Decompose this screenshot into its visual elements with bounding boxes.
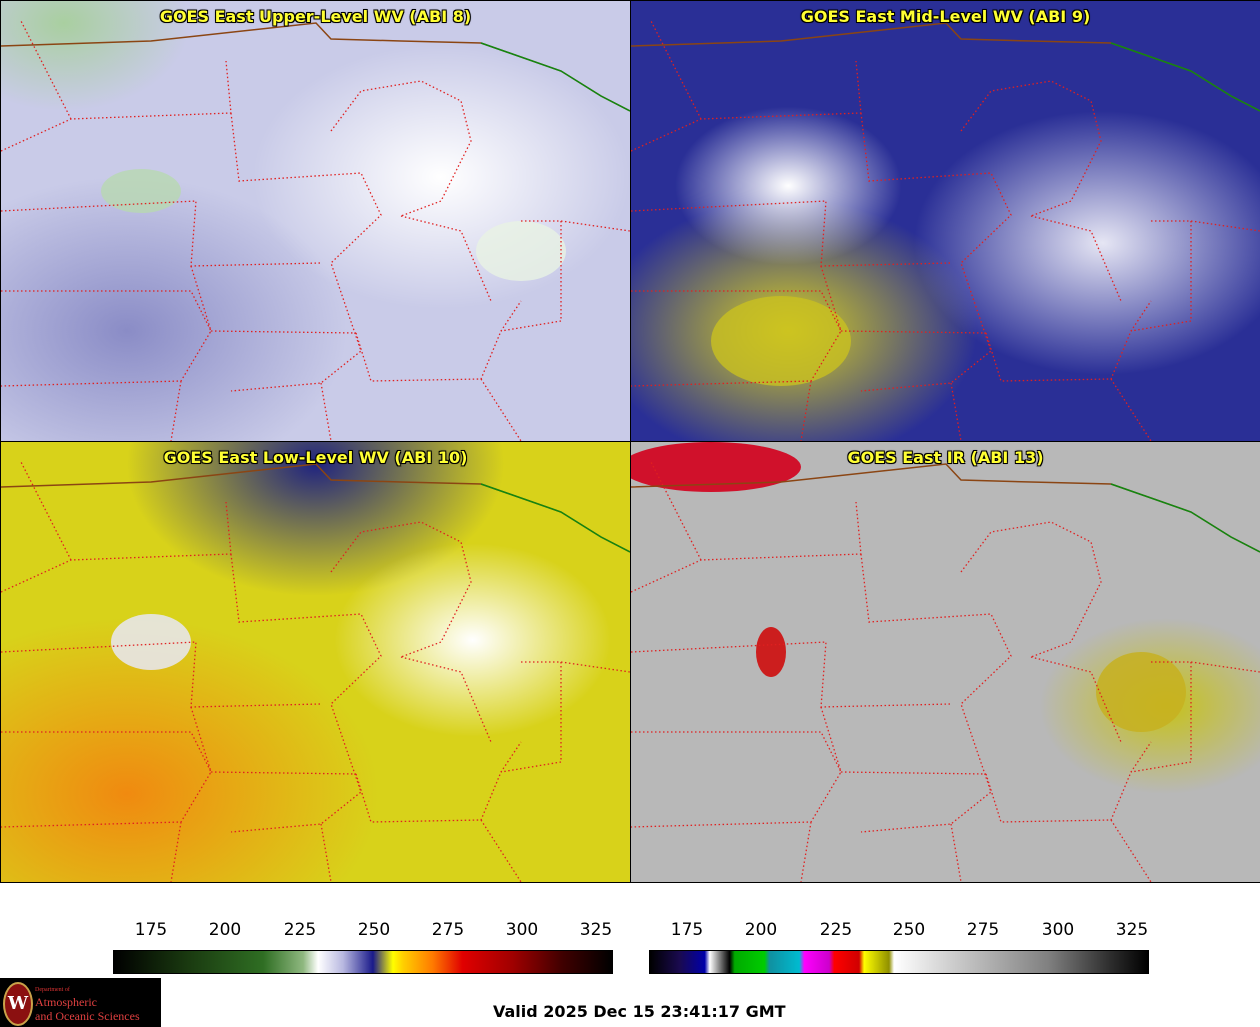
ir-colorbar (649, 950, 1149, 974)
upper-level-wv-image (1, 1, 630, 441)
ir-tick-label: 175 (670, 920, 704, 940)
coastline (1110, 483, 1260, 553)
wv-tick-label: 225 (283, 920, 317, 940)
state-border-line (1, 501, 382, 833)
ir-tick-label: 200 (744, 920, 778, 940)
wv-tick-label: 325 (579, 920, 613, 940)
ir-tick-label: 275 (966, 920, 1000, 940)
coastline (480, 42, 630, 112)
logo-dept-text: Department of (35, 987, 70, 993)
panel-title: GOES East Mid-Level WV (ABI 9) (800, 7, 1091, 26)
logo-line2: and Oceanic Sciences (35, 1009, 140, 1023)
ir-tick-label: 225 (819, 920, 853, 940)
state-border-line (631, 60, 1012, 392)
panel-title: GOES East Low-Level WV (ABI 10) (163, 448, 468, 467)
state-border-line (631, 461, 952, 828)
coastline (1110, 42, 1260, 112)
wv-tick-label: 250 (357, 920, 391, 940)
wv-colorbar-ticks: 175 200 225 250 275 300 325 (113, 920, 612, 980)
panel-ir: GOES East IR (ABI 13) (630, 441, 1260, 883)
valid-timestamp: Valid 2025 Dec 15 23:41:17 GMT (493, 1002, 786, 1021)
panel-title: GOES East IR (ABI 13) (847, 448, 1044, 467)
ir-image (631, 442, 1260, 882)
ir-tick-label: 325 (1115, 920, 1149, 940)
state-border-line (631, 501, 1012, 833)
wv-tick-label: 275 (431, 920, 465, 940)
state-border-line (330, 521, 562, 773)
panel-title: GOES East Upper-Level WV (ABI 8) (159, 7, 472, 26)
state-border-line (1, 20, 322, 387)
mid-level-wv-image (631, 1, 1260, 441)
wv-tick-label: 175 (134, 920, 168, 940)
panel-mid-level-wv: GOES East Mid-Level WV (ABI 9) (630, 0, 1260, 442)
panel-low-level-wv: GOES East Low-Level WV (ABI 10) (0, 441, 631, 883)
aos-logo: W Department of Atmospheric and Oceanic … (0, 978, 161, 1027)
panel-upper-level-wv: GOES East Upper-Level WV (ABI 8) (0, 0, 631, 442)
state-border-line (330, 80, 562, 332)
ir-tick-label: 250 (892, 920, 926, 940)
wv-tick-label: 300 (505, 920, 539, 940)
state-border-line (631, 20, 952, 387)
coastline (480, 483, 630, 553)
wv-tick-label: 200 (208, 920, 242, 940)
ir-colorbar-ticks: 175 200 225 250 275 300 325 (649, 920, 1148, 980)
logo-line1: Atmospheric (35, 995, 97, 1009)
state-border-line (960, 80, 1192, 332)
low-level-wv-image (1, 442, 630, 882)
state-border-line (1, 60, 382, 392)
uw-seal-icon: W (3, 982, 33, 1026)
ir-tick-label: 300 (1041, 920, 1075, 940)
wv-colorbar (113, 950, 613, 974)
state-border-line (1, 461, 322, 828)
state-border-line (960, 521, 1192, 773)
